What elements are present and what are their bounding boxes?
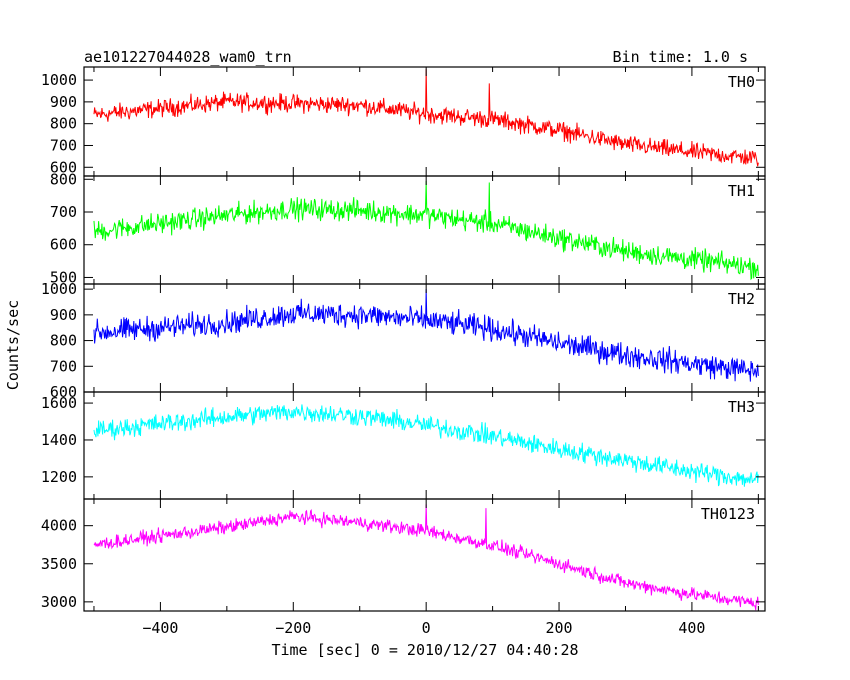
panels-group: 600 700 800 900 1000 TH0 500 600 700 800 TH1 600 700… xyxy=(41,66,766,612)
series-line-th3 xyxy=(93,404,759,487)
panel-frame xyxy=(83,66,766,177)
panel-th2: 600 700 800 900 1000 TH2 xyxy=(41,280,766,401)
y-tick-label: 1000 xyxy=(41,280,77,298)
y-tick-label: 1600 xyxy=(41,394,77,412)
panel-label: TH0 xyxy=(728,73,755,91)
y-tick-label: 900 xyxy=(50,93,77,111)
panel-th0123: 3000 3500 4000 TH0123 xyxy=(41,498,766,612)
y-tick-label: 600 xyxy=(50,158,77,176)
x-tick-label: −200 xyxy=(275,619,311,637)
series-line-th2 xyxy=(93,289,759,382)
x-tick-label: −400 xyxy=(142,619,178,637)
panel-frame xyxy=(83,283,766,393)
x-tick-label: 400 xyxy=(678,619,705,637)
x-tick-label: 0 xyxy=(422,619,431,637)
panel-th3: 1200 1400 1600 TH3 xyxy=(41,391,766,500)
y-tick-label: 900 xyxy=(50,306,77,324)
chart-title-right: Bin time: 1.0 s xyxy=(613,48,748,66)
panel-frame xyxy=(83,391,766,500)
y-tick-label: 700 xyxy=(50,136,77,154)
y-tick-label: 4000 xyxy=(41,517,77,535)
y-axis-label: Counts/sec xyxy=(4,300,22,390)
y-tick-label: 800 xyxy=(50,332,77,350)
panel-frame xyxy=(83,175,766,285)
y-tick-label: 700 xyxy=(50,357,77,375)
panel-th0: 600 700 800 900 1000 TH0 xyxy=(41,66,766,177)
y-tick-label: 1400 xyxy=(41,431,77,449)
y-tick-label: 600 xyxy=(50,383,77,401)
y-tick-label: 3500 xyxy=(41,555,77,573)
chart-title-left: ae101227044028_wam0_trn xyxy=(84,48,292,66)
panel-frame xyxy=(83,498,766,612)
y-tick-label: 800 xyxy=(50,115,77,133)
panel-label: TH0123 xyxy=(701,505,755,523)
y-tick-label: 500 xyxy=(50,268,77,286)
x-tick-label: 200 xyxy=(545,619,572,637)
y-tick-label: 800 xyxy=(50,170,77,188)
panel-label: TH1 xyxy=(728,182,755,200)
x-axis-label: Time [sec] 0 = 2010/12/27 04:40:28 xyxy=(271,641,578,659)
y-tick-label: 1200 xyxy=(41,468,77,486)
y-tick-label: 1000 xyxy=(41,71,77,89)
y-tick-label: 700 xyxy=(50,203,77,221)
series-line-th0 xyxy=(93,69,759,167)
y-tick-label: 3000 xyxy=(41,593,77,611)
series-line-th0123 xyxy=(93,504,759,611)
panel-label: TH2 xyxy=(728,290,755,308)
panel-label: TH3 xyxy=(728,398,755,416)
series-line-th1 xyxy=(93,180,759,281)
panel-th1: 500 600 700 800 TH1 xyxy=(50,170,766,286)
x-axis: −400 −200 0 200 400 xyxy=(142,619,705,637)
y-tick-label: 600 xyxy=(50,236,77,254)
